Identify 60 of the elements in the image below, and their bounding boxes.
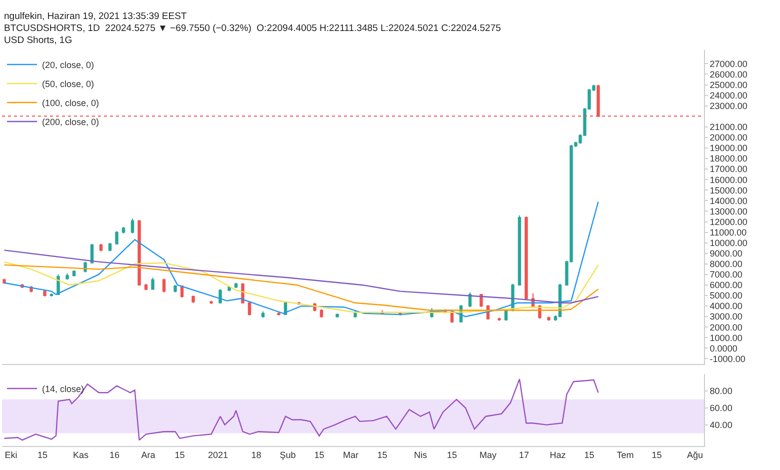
y-tick-label: 16000.00 <box>710 174 748 185</box>
y-tick-label: 80.00 <box>710 386 732 396</box>
x-tick-label: 15 <box>584 450 594 460</box>
y-tick-label: 4000.00 <box>710 301 742 312</box>
y-tick-label: 1000.00 <box>710 332 742 343</box>
y-tick-label: -1000.00 <box>710 354 746 364</box>
y-tick-label: 13000.00 <box>710 206 748 216</box>
x-tick-label: 15 <box>652 450 662 460</box>
x-tick-label: 18 <box>251 450 262 460</box>
y-tick-label: 21000.00 <box>710 122 748 132</box>
legend-label: (200, close, 0) <box>42 117 100 128</box>
y-tick-label: 5000.00 <box>710 290 742 301</box>
x-tick-label: May <box>479 450 497 460</box>
y-tick-label: 11000.00 <box>710 227 747 238</box>
x-tick-label: Tem <box>616 450 634 460</box>
text: ngulfekin, Haziran 19, 2021 13:35:39 EEST <box>4 11 187 22</box>
y-tick-label: 17000.00 <box>710 164 748 174</box>
x-tick-label: 15 <box>174 450 185 460</box>
y-tick-label: 2000.00 <box>710 322 742 332</box>
y-tick-label: 60.00 <box>710 403 732 414</box>
x-tick-label: 15 <box>446 450 458 460</box>
chart-title: USD Shorts, 1G <box>4 35 72 46</box>
y-tick-label: 3000.00 <box>710 312 742 322</box>
y-tick-label: 12000.00 <box>710 216 748 227</box>
x-tick-label: Eki <box>4 450 18 460</box>
x-tick-label: 17 <box>518 450 530 460</box>
x-tick-label: Şub <box>280 450 296 460</box>
legend-label: (50, close, 0) <box>42 79 94 90</box>
x-tick-label: 16 <box>109 450 120 460</box>
x-tick-label: 15 <box>314 450 324 460</box>
legend-label: (20, close, 0) <box>42 60 94 70</box>
legend-label: (14, close) <box>42 384 84 394</box>
y-tick-label: 9000.00 <box>710 248 742 259</box>
x-tick-label: Ağu <box>686 450 704 460</box>
chart-subtitle: BTCUSDSHORTS, 1D 22024.5275 ▼ −69.7550 (−0.32%) O:22094.4005 H:22111.3485 L:22024.5021 C:22024.5275 <box>4 23 501 34</box>
y-tick-label: 14000.00 <box>710 196 748 206</box>
y-tick-label: 18000.00 <box>710 154 748 164</box>
x-tick-label: Haz <box>550 450 566 460</box>
y-tick-label: 7000.00 <box>710 270 742 280</box>
y-tick-label: 40.00 <box>710 420 732 430</box>
x-tick-label: Ara <box>141 450 156 460</box>
y-tick-label: 6000.00 <box>710 280 742 290</box>
y-tick-label: 23000.00 <box>710 101 748 111</box>
x-tick-label: Kas <box>72 450 89 460</box>
y-tick-label: 24000.00 <box>710 90 748 100</box>
y-tick-label: 19000.00 <box>710 143 748 154</box>
x-tick-label: 15 <box>37 450 48 460</box>
x-tick-label: Mar <box>343 450 358 460</box>
y-tick-label: 27000.00 <box>710 58 748 69</box>
y-tick-label: 26000.00 <box>710 69 748 80</box>
y-tick-label: 0.0000 <box>710 343 738 354</box>
legend-label: (100, close, 0) <box>42 98 100 108</box>
x-tick-label: 2021 <box>208 450 228 460</box>
y-tick-label: 25000.00 <box>710 80 748 90</box>
y-tick-label: 10000.00 <box>710 238 748 248</box>
x-tick-label: 15 <box>377 450 388 460</box>
y-tick-label: 20000.00 <box>710 132 748 143</box>
x-tick-label: Nis <box>414 450 428 460</box>
y-tick-label: 8000.00 <box>710 259 742 270</box>
y-tick-label: 15000.00 <box>710 185 748 196</box>
